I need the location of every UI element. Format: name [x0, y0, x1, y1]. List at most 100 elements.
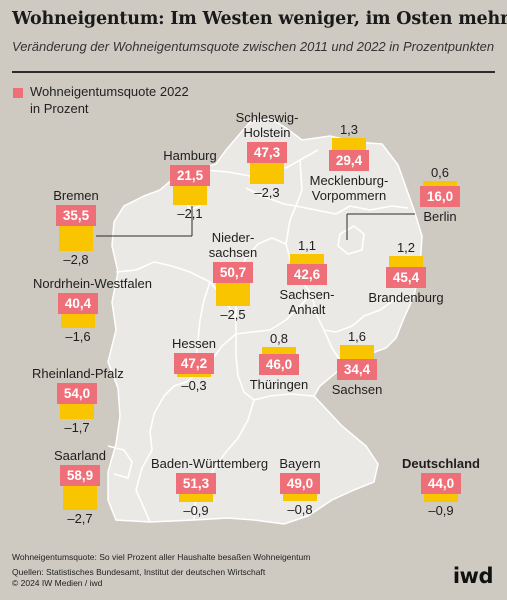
germany-outline	[107, 117, 423, 525]
state-label-mecklenburg-vorpommern: 1,3 29,4 Mecklenburg- Vorpommern	[304, 122, 394, 203]
state-label-rheinland-pfalz: Rheinland-Pfalz 54,0 –1,7	[32, 366, 124, 436]
change-bar	[389, 256, 423, 267]
change-label: 0,6	[430, 165, 450, 180]
state-label-hamburg: Hamburg 21,5 –2,1	[145, 148, 235, 221]
value-box: 47,2	[174, 353, 214, 374]
value-stack: 29,4	[329, 138, 369, 171]
state-label-sachsen: 1,6 34,4 Sachsen	[312, 329, 402, 397]
value-stack: 42,6	[287, 254, 327, 285]
value-box: 46,0	[259, 354, 299, 376]
change-label: 1,2	[396, 240, 416, 255]
state-label-bayern: Bayern 49,0 –0,8	[255, 456, 345, 517]
state-label-bremen: Bremen 35,5 –2,8	[31, 188, 121, 267]
state-label-berlin: 0,6 16,0 Berlin	[395, 165, 485, 224]
state-name: Nieder-sachsen	[208, 230, 258, 260]
change-bar	[423, 181, 457, 187]
state-name: Mecklenburg- Vorpommern	[309, 172, 389, 203]
change-bar	[262, 347, 296, 355]
state-name: Sachsen- Anhalt	[279, 286, 335, 317]
title-rule	[12, 71, 495, 73]
state-name: Thüringen	[249, 377, 309, 393]
value-box: 45,4	[386, 266, 426, 288]
change-bar	[340, 345, 374, 360]
change-label: –0,8	[287, 502, 313, 518]
change-label: 1,1	[297, 238, 317, 253]
state-name: Saarland	[53, 448, 107, 463]
value-stack: 50,7	[213, 262, 253, 306]
state-name: Bayern	[279, 456, 321, 471]
change-bar	[424, 494, 458, 503]
iwd-logo: iwd	[452, 564, 494, 588]
value-stack: 58,9	[60, 465, 100, 511]
value-stack: 21,5	[170, 165, 210, 205]
footnote: Wohneigentumsquote: So viel Prozent alle…	[12, 552, 311, 562]
change-label: –0,9	[183, 503, 209, 519]
state-name: Nordrhein-Westfalen	[33, 276, 152, 291]
value-stack: 34,4	[337, 345, 377, 381]
change-label: –0,3	[181, 377, 207, 393]
state-name: Bremen	[53, 188, 99, 203]
state-label-brandenburg: 1,2 45,4 Brandenburg	[361, 240, 451, 305]
state-label-baden-w-rttemberg: Baden-Württemberg 51,3 –0,9	[151, 456, 269, 519]
value-stack: 46,0	[259, 347, 299, 376]
value-box: 44,0	[421, 473, 461, 494]
change-bar	[179, 494, 213, 503]
source-text: Quellen: Statistisches Bundesamt, Instit…	[12, 567, 266, 577]
state-name: Schleswig- Holstein	[235, 110, 299, 140]
state-label-schleswig-holstein: Schleswig- Holstein 47,3 –2,3	[222, 110, 312, 200]
change-bar	[60, 404, 94, 420]
state-name: Berlin	[423, 209, 457, 225]
value-stack: 16,0	[420, 181, 460, 208]
change-bar	[216, 283, 250, 306]
state-label-nordrhein-westfalen: Nordrhein-Westfalen 40,4 –1,6	[33, 276, 152, 345]
state-label-th-ringen: 0,8 46,0 Thüringen	[234, 331, 324, 392]
change-bar	[290, 254, 324, 264]
value-stack: 47,3	[247, 142, 287, 184]
state-name: Hamburg	[163, 148, 217, 163]
change-label: –2,8	[63, 252, 89, 268]
change-label: –2,1	[177, 205, 203, 221]
value-stack: 54,0	[57, 383, 97, 420]
value-stack: 51,3	[176, 473, 216, 503]
value-stack: 45,4	[386, 256, 426, 288]
change-bar	[250, 163, 284, 184]
chart-subtitle: Veränderung der Wohneigentumsquote zwisc…	[12, 39, 495, 54]
value-box: 34,4	[337, 359, 377, 381]
state-label-deutschland: Deutschland 44,0 –0,9	[396, 456, 486, 518]
value-box: 54,0	[57, 383, 97, 404]
leader-lines	[96, 206, 415, 240]
change-label: –2,7	[67, 511, 93, 527]
change-label: –1,7	[64, 420, 90, 436]
value-stack: 44,0	[421, 473, 461, 503]
state-name: Baden-Württemberg	[151, 456, 269, 471]
state-label-saarland: Saarland 58,9 –2,7	[35, 448, 125, 526]
state-name: Hessen	[171, 336, 217, 351]
change-bar	[173, 186, 207, 205]
value-box: 35,5	[56, 205, 96, 226]
value-stack: 47,2	[174, 353, 214, 377]
change-label: –1,6	[65, 329, 91, 345]
state-name: Deutschland	[401, 456, 480, 471]
value-stack: 35,5	[56, 205, 96, 252]
change-label: 1,6	[347, 329, 367, 344]
copyright-text: © 2024 IW Medien / iwd	[12, 578, 103, 588]
change-label: 1,3	[339, 122, 359, 137]
state-name: Brandenburg	[368, 289, 444, 305]
value-box: 47,3	[247, 142, 287, 163]
change-bar	[63, 486, 97, 511]
change-bar	[61, 314, 95, 329]
value-stack: 49,0	[280, 473, 320, 502]
value-box: 50,7	[213, 262, 253, 283]
change-bar	[332, 138, 366, 150]
value-box: 29,4	[329, 149, 369, 171]
value-box: 21,5	[170, 165, 210, 186]
value-box: 42,6	[287, 263, 327, 285]
state-name: Sachsen	[331, 382, 383, 398]
value-box: 16,0	[420, 186, 460, 208]
change-bar	[283, 494, 317, 502]
change-label: 0,8	[269, 331, 289, 346]
value-box: 40,4	[58, 293, 98, 314]
change-label: –2,3	[254, 184, 280, 200]
change-bar	[177, 374, 211, 377]
